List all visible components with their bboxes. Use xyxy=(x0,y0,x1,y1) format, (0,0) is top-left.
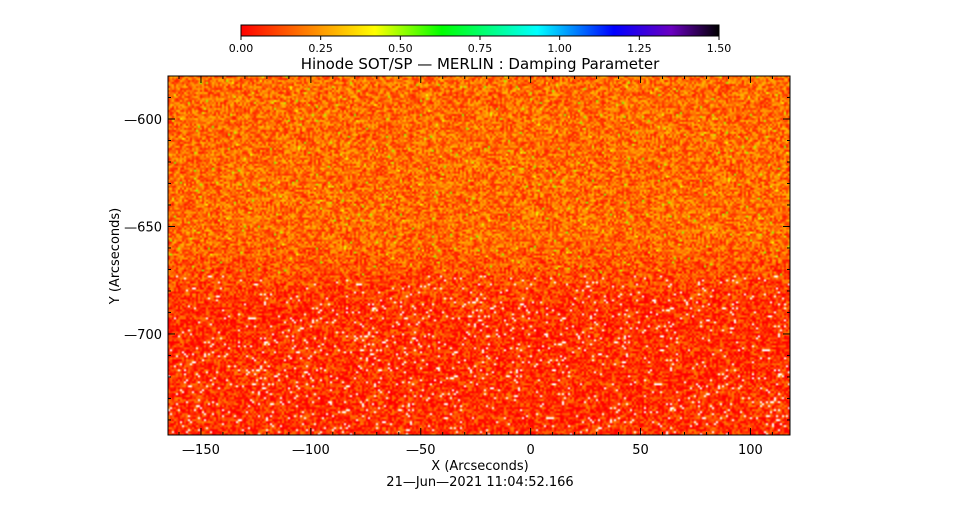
colorbar-tick-label: 0.50 xyxy=(388,42,413,55)
colorbar-tick-label: 0.25 xyxy=(308,42,333,55)
y-tick-label: —600 xyxy=(124,113,162,128)
heatmap-image xyxy=(167,75,791,436)
x-tick-label: 100 xyxy=(738,443,763,458)
colorbar-tick-label: 1.00 xyxy=(547,42,572,55)
x-axis-label: X (Arcseconds) xyxy=(431,459,528,474)
colorbar-fill xyxy=(240,24,720,37)
colorbar-tick-label: 1.25 xyxy=(627,42,652,55)
y-axis-label: Y (Arcseconds) xyxy=(108,208,123,305)
x-tick-label: —50 xyxy=(406,443,436,458)
y-tick-label: —700 xyxy=(124,328,162,343)
x-tick-label: 0 xyxy=(527,443,535,458)
timestamp: 21—Jun—2021 11:04:52.166 xyxy=(386,475,573,490)
x-tick-label: —150 xyxy=(182,443,220,458)
colorbar-tick-label: 0.75 xyxy=(468,42,493,55)
colorbar: 0.00 0.25 0.50 0.75 1.00 1.25 1.50 xyxy=(229,24,732,55)
x-tick-label: 50 xyxy=(632,443,649,458)
plot-frame xyxy=(167,75,791,436)
x-tick-label: —100 xyxy=(292,443,330,458)
colorbar-tick-label: 1.50 xyxy=(707,42,732,55)
colorbar-ticks: 0.00 0.25 0.50 0.75 1.00 1.25 1.50 xyxy=(229,36,732,55)
y-axis: —600 —650 —700 xyxy=(124,75,790,421)
x-axis: —150 —100 —50 0 50 100 xyxy=(178,76,773,458)
chart-title: Hinode SOT/SP — MERLIN : Damping Paramet… xyxy=(301,55,660,73)
y-tick-label: —650 xyxy=(124,220,162,235)
colorbar-tick-label: 0.00 xyxy=(229,42,254,55)
